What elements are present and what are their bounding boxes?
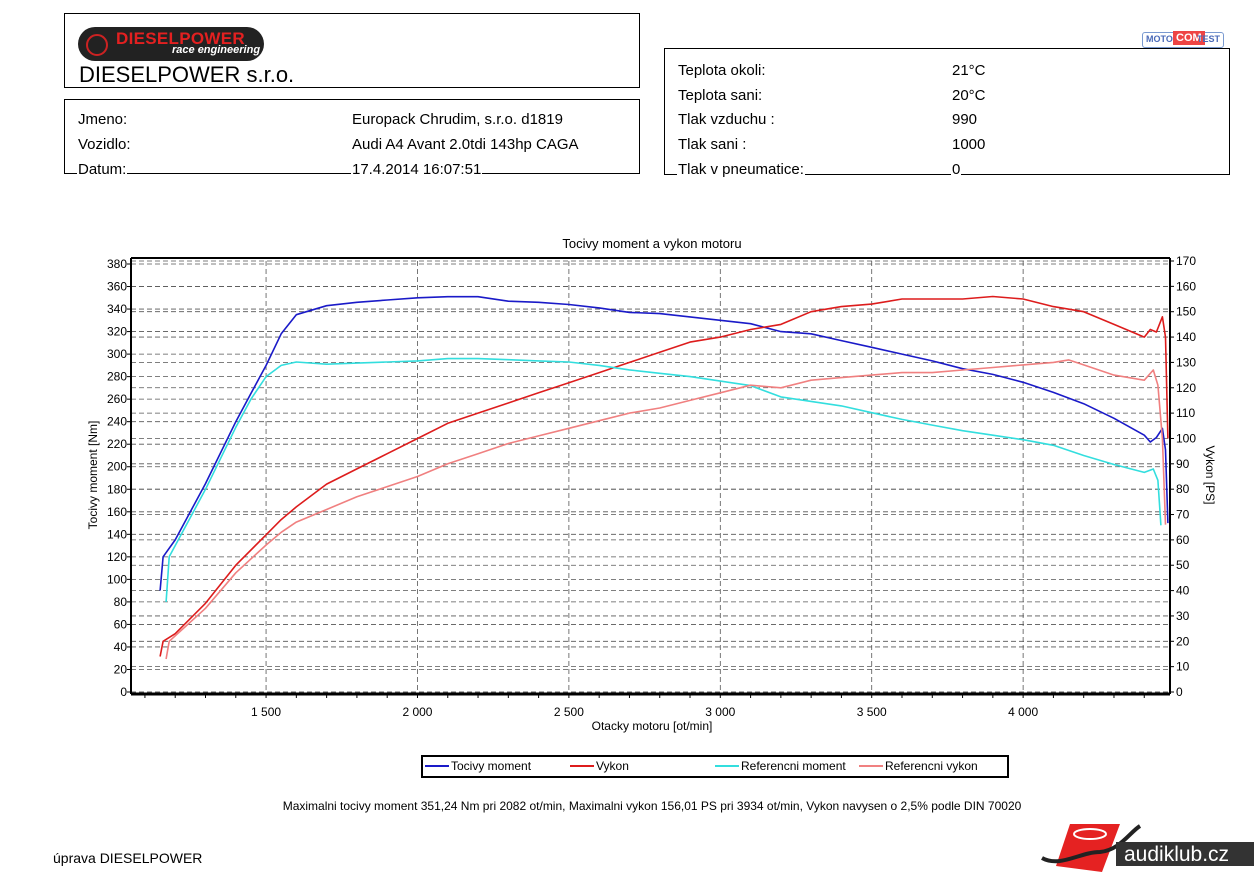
y-right-tick-label: 110 — [1176, 406, 1195, 420]
chart-series — [159, 295, 1169, 660]
y-right-tick-label: 60 — [1176, 533, 1190, 547]
field-label-vozidlo: Vozidlo: — [77, 136, 132, 154]
y-axis-right-label: Vykon [PS] — [1203, 446, 1217, 505]
y-left-tick-label: 140 — [107, 527, 127, 541]
series-line-referencni-vykon — [165, 359, 1167, 660]
x-tick-label: 4 000 — [1008, 705, 1038, 719]
y-left-tick-label: 0 — [120, 685, 127, 699]
x-tick-label: 2 500 — [554, 705, 584, 719]
conditions-box — [664, 48, 1230, 175]
y-right-tick-label: 150 — [1176, 305, 1196, 319]
y-right-tick-label: 160 — [1176, 279, 1196, 293]
y-right-tick-label: 170 — [1176, 254, 1196, 268]
y-right-tick-label: 0 — [1176, 685, 1183, 699]
chart-title: Tocivy moment a vykon motoru — [562, 236, 741, 251]
y-right-tick-label: 80 — [1176, 482, 1190, 496]
y-left-tick-label: 360 — [107, 280, 127, 294]
cond-value-tlak-sani: 1000 — [951, 136, 987, 154]
x-tick-label: 3 500 — [857, 705, 887, 719]
y-left-tick-label: 200 — [107, 460, 127, 474]
plot-area — [131, 258, 1170, 692]
field-value-vozidlo: Audi A4 Avant 2.0tdi 143hp CAGA — [351, 136, 580, 154]
x-tick-label: 2 000 — [402, 705, 432, 719]
motocomtest-logo: MOTO COM TEST — [1142, 31, 1224, 48]
series-line-tocivy-moment — [159, 295, 1169, 591]
cond-value-tlak-vzduchu: 990 — [951, 111, 979, 129]
y-left-tick-label: 260 — [107, 392, 127, 406]
x-tick-label: 1 500 — [251, 705, 281, 719]
turbo-icon — [86, 34, 108, 56]
y-left-tick-label: 340 — [107, 302, 127, 316]
legend-swatch — [425, 765, 449, 767]
y-left-tick-label: 180 — [107, 482, 127, 496]
y-left-tick-label: 60 — [114, 617, 128, 631]
series-line-referencni-moment — [165, 357, 1162, 602]
cond-label-tlak-vzduchu: Tlak vzduchu : — [677, 111, 776, 129]
audiklub-lizard-icon: audiklub.cz — [1041, 824, 1254, 872]
y-left-tick-label: 380 — [107, 257, 127, 271]
y-axis-left-label: Tocivy moment [Nm] — [86, 421, 100, 530]
cond-label-tlak-pneumatice: Tlak v pneumatice: — [677, 161, 805, 179]
svg-text:audiklub.cz: audiklub.cz — [1124, 843, 1229, 866]
legend-swatch — [715, 765, 739, 767]
chart-grid — [131, 258, 1170, 693]
cond-label-teplota-sani: Teplota sani: — [677, 87, 764, 105]
summary-text: Maximalni tocivy moment 351,24 Nm pri 20… — [282, 799, 1022, 813]
y-left-tick-label: 320 — [107, 325, 127, 339]
y-right-tick-label: 100 — [1176, 431, 1196, 445]
x-tick-label: 3 000 — [705, 705, 735, 719]
footer-left-text: úprava DIESELPOWER — [53, 850, 203, 866]
y-left-tick-label: 20 — [114, 662, 128, 676]
field-label-jmeno: Jmeno: — [77, 111, 129, 129]
legend-item-tocivy-moment: Tocivy moment — [425, 759, 531, 773]
y-right-tick-label: 40 — [1176, 584, 1190, 598]
legend-swatch — [859, 765, 883, 767]
y-right-tick-label: 120 — [1176, 381, 1196, 395]
x-axis-label: Otacky motoru [ot/min] — [592, 719, 713, 733]
y-left-tick-label: 160 — [107, 505, 127, 519]
cond-value-tlak-pneumatice: 0 — [951, 161, 962, 179]
field-label-datum: Datum: — [77, 161, 128, 179]
chart-legend: Tocivy moment Vykon Referencni moment Re… — [421, 755, 1009, 778]
series-line-vykon — [159, 295, 1169, 657]
y-left-tick-label: 220 — [107, 437, 127, 451]
y-right-tick-label: 50 — [1176, 558, 1190, 572]
y-left-tick-label: 40 — [114, 640, 128, 654]
company-name: DIESELPOWER s.r.o. — [78, 62, 296, 87]
y-right-tick-label: 130 — [1176, 355, 1196, 369]
legend-item-referencni-vykon: Referencni vykon — [859, 759, 978, 773]
cond-label-tlak-sani: Tlak sani : — [677, 136, 748, 154]
y-left-tick-label: 120 — [107, 550, 127, 564]
audiklub-logo: audiklub.cz — [1040, 822, 1255, 874]
legend-item-vykon: Vykon — [570, 759, 629, 773]
company-header-box — [64, 13, 640, 88]
y-left-tick-label: 80 — [114, 595, 128, 609]
dieselpower-logo: DIESELPOWER race engineering — [78, 27, 264, 61]
field-value-jmeno: Europack Chrudim, s.r.o. d1819 — [351, 111, 564, 129]
y-left-tick-label: 280 — [107, 370, 127, 384]
y-right-tick-label: 90 — [1176, 457, 1190, 471]
y-left-tick-label: 240 — [107, 415, 127, 429]
y-right-tick-label: 140 — [1176, 330, 1196, 344]
y-right-tick-label: 20 — [1176, 634, 1190, 648]
chart-axes: 0204060801001201401601802002202402602803… — [107, 254, 1196, 719]
y-right-tick-label: 30 — [1176, 609, 1190, 623]
cond-value-teplota-sani: 20°C — [951, 87, 987, 105]
legend-swatch — [570, 765, 594, 767]
cond-label-teplota-okoli: Teplota okoli: — [677, 62, 767, 80]
field-value-datum: 17.4.2014 16:07:51 — [351, 161, 483, 179]
y-right-tick-label: 70 — [1176, 508, 1190, 522]
cond-value-teplota-okoli: 21°C — [951, 62, 987, 80]
y-left-tick-label: 100 — [107, 572, 127, 586]
y-left-tick-label: 300 — [107, 347, 127, 361]
y-right-tick-label: 10 — [1176, 660, 1190, 674]
legend-item-referencni-moment: Referencni moment — [715, 759, 846, 773]
